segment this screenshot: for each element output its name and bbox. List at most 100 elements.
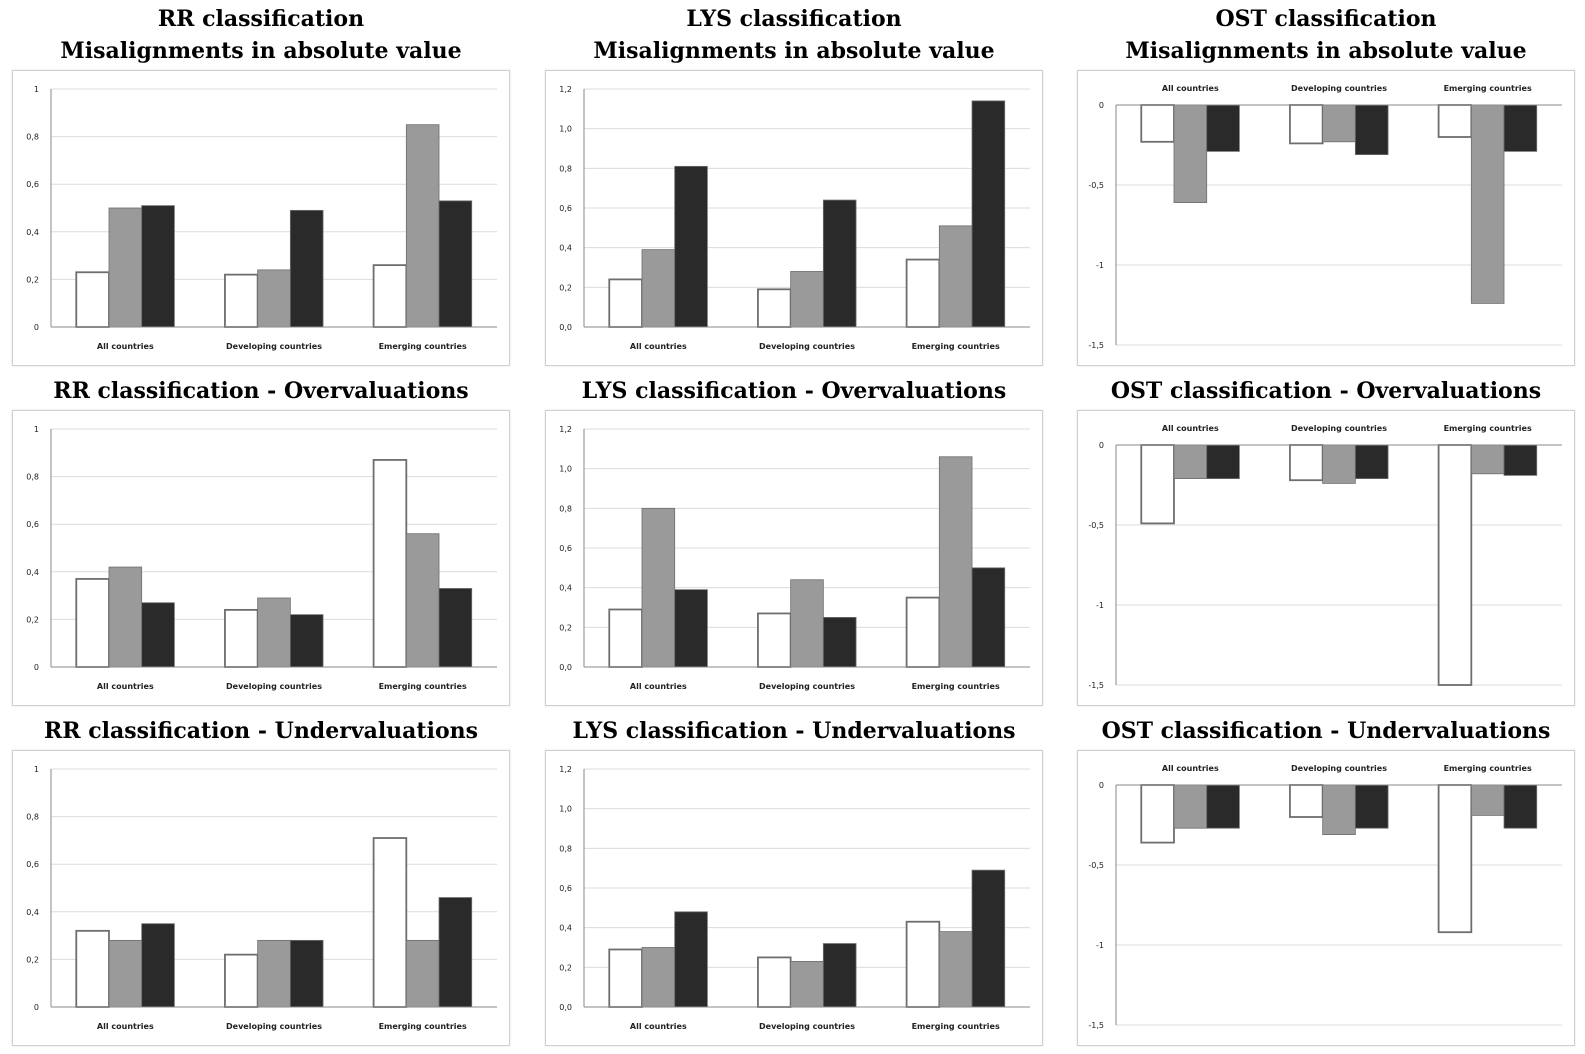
- bar-series-1: [608, 278, 643, 328]
- y-tick-label: 1: [34, 85, 39, 94]
- bar-series-3: [822, 943, 857, 1008]
- category-label: Emerging countries: [1444, 764, 1532, 773]
- bar-chart-svg: 0,0 0,2 0,4 0,6 0,8 1,0 1,2 All countries Develo…: [559, 425, 1030, 691]
- y-tick-label: 0,8: [559, 844, 572, 853]
- chart-title: RR classification: [157, 6, 365, 32]
- chart-title: LYS classification - Undervaluations: [572, 718, 1016, 744]
- category-label: Developing countries: [226, 1022, 322, 1031]
- bar-series-1: [224, 273, 259, 328]
- bar-series-2: [108, 207, 143, 328]
- y-tick-label: 0: [1099, 101, 1104, 110]
- chart-area: 0 -0,5 -1 -1,5 All countries Developing count…: [1077, 750, 1575, 1046]
- y-tick-label: 1,0: [559, 465, 572, 474]
- bar-series-2: [790, 960, 824, 1008]
- bar-series-2: [257, 269, 291, 328]
- y-tick-label: -1: [1096, 941, 1104, 950]
- y-tick-label: 0,8: [559, 504, 572, 513]
- category-label: Emerging countries: [379, 342, 467, 351]
- y-tick-label: 0,6: [559, 204, 572, 213]
- y-tick-label: -1: [1096, 261, 1104, 270]
- y-tick-label: 0,4: [559, 924, 572, 933]
- bar-series-3: [971, 567, 1006, 668]
- chart-area: 0,0 0,2 0,4 0,6 0,8 1,0 1,2 All countries Develo…: [545, 70, 1043, 366]
- category-label: Emerging countries: [912, 682, 1000, 691]
- chart-title: LYS classification: [686, 6, 902, 32]
- y-tick-label: 0,8: [26, 133, 39, 142]
- category-label: Developing countries: [759, 1022, 855, 1031]
- bar-series-3: [1354, 104, 1389, 155]
- bar-series-1: [608, 948, 643, 1008]
- bar-series-2: [938, 456, 973, 668]
- bar-chart-svg: 0 -0,5 -1 -1,5 All countries Developing count…: [1088, 84, 1562, 350]
- bar-series-1: [1140, 104, 1175, 143]
- bar-series-3: [1354, 444, 1389, 479]
- chart-area: 0 0,2 0,4 0,6 0,8 1 All countries Developing co…: [12, 750, 510, 1046]
- y-tick-label: 0,4: [26, 908, 39, 917]
- category-label: Emerging countries: [379, 682, 467, 691]
- bar-series-2: [405, 533, 440, 668]
- y-tick-label: -1,5: [1088, 681, 1104, 690]
- bar-series-3: [674, 165, 708, 328]
- category-label: All countries: [97, 1022, 154, 1031]
- bar-series-3: [674, 589, 708, 668]
- bar-series-3: [1503, 784, 1538, 829]
- y-tick-label: 0,6: [559, 544, 572, 553]
- y-tick-label: 0: [1099, 441, 1104, 450]
- category-label: All countries: [630, 682, 687, 691]
- y-tick-label: 0: [34, 1003, 39, 1012]
- bar-series-2: [1322, 444, 1356, 484]
- bar-series-2: [1470, 784, 1505, 816]
- bar-chart-svg: 0,0 0,2 0,4 0,6 0,8 1,0 1,2 All countries Develo…: [559, 765, 1030, 1031]
- y-tick-label: 1,2: [559, 85, 572, 94]
- category-label: All countries: [97, 342, 154, 351]
- bar-series-3: [1206, 104, 1240, 152]
- y-tick-label: 0,0: [559, 663, 572, 672]
- bar-series-2: [1173, 784, 1208, 829]
- bar-series-2: [938, 931, 973, 1008]
- bar-series-1: [1289, 444, 1324, 482]
- bar-series-1: [608, 608, 643, 668]
- y-tick-label: 0: [34, 663, 39, 672]
- chart-title: RR classification - Undervaluations: [43, 718, 479, 744]
- bar-series-1: [757, 288, 792, 328]
- chart-area: 0 -0,5 -1 -1,5 All countries Developing count…: [1077, 410, 1575, 706]
- bar-series-3: [141, 205, 175, 328]
- y-tick-label: -1: [1096, 601, 1104, 610]
- chart-area: 0 0,2 0,4 0,6 0,8 1 All countries Developing co…: [12, 410, 510, 706]
- bar-series-3: [1503, 104, 1538, 152]
- y-tick-label: 0: [1099, 781, 1104, 790]
- bar-series-3: [1354, 784, 1389, 829]
- bar-series-1: [75, 578, 110, 668]
- bar-series-3: [438, 588, 473, 668]
- bar-series-2: [1470, 444, 1505, 475]
- y-tick-label: 0,2: [26, 615, 39, 624]
- bar-chart-svg: 0 -0,5 -1 -1,5 All countries Developing count…: [1088, 424, 1562, 690]
- y-tick-label: 0,2: [26, 275, 39, 284]
- bar-series-1: [905, 596, 941, 668]
- bar-series-1: [757, 956, 792, 1008]
- bar-series-3: [822, 617, 857, 668]
- y-tick-label: -0,5: [1088, 521, 1104, 530]
- bar-series-1: [905, 920, 941, 1008]
- bar-series-1: [75, 271, 110, 328]
- bar-series-2: [790, 579, 824, 668]
- y-tick-label: 0,6: [559, 884, 572, 893]
- bar-series-1: [372, 837, 408, 1008]
- bar-chart-svg: 0,0 0,2 0,4 0,6 0,8 1,0 1,2 All countries Develo…: [559, 85, 1030, 351]
- bar-series-2: [405, 939, 440, 1008]
- category-label: All countries: [1162, 84, 1219, 93]
- y-tick-label: 0,2: [559, 963, 572, 972]
- y-tick-label: -0,5: [1088, 181, 1104, 190]
- bar-series-2: [1322, 104, 1356, 143]
- chart-title: RR classification - Overvaluations: [53, 378, 469, 404]
- bar-series-1: [1437, 444, 1473, 686]
- y-tick-label: 1,2: [559, 765, 572, 774]
- category-label: All countries: [630, 342, 687, 351]
- bar-series-3: [141, 602, 175, 668]
- bar-chart-svg: 0 0,2 0,4 0,6 0,8 1 All countries Developing co…: [26, 85, 497, 351]
- bar-series-2: [641, 507, 676, 668]
- bar-series-1: [75, 929, 110, 1008]
- y-tick-label: 0,0: [559, 323, 572, 332]
- y-tick-label: 0,2: [559, 623, 572, 632]
- bar-series-1: [1437, 784, 1473, 934]
